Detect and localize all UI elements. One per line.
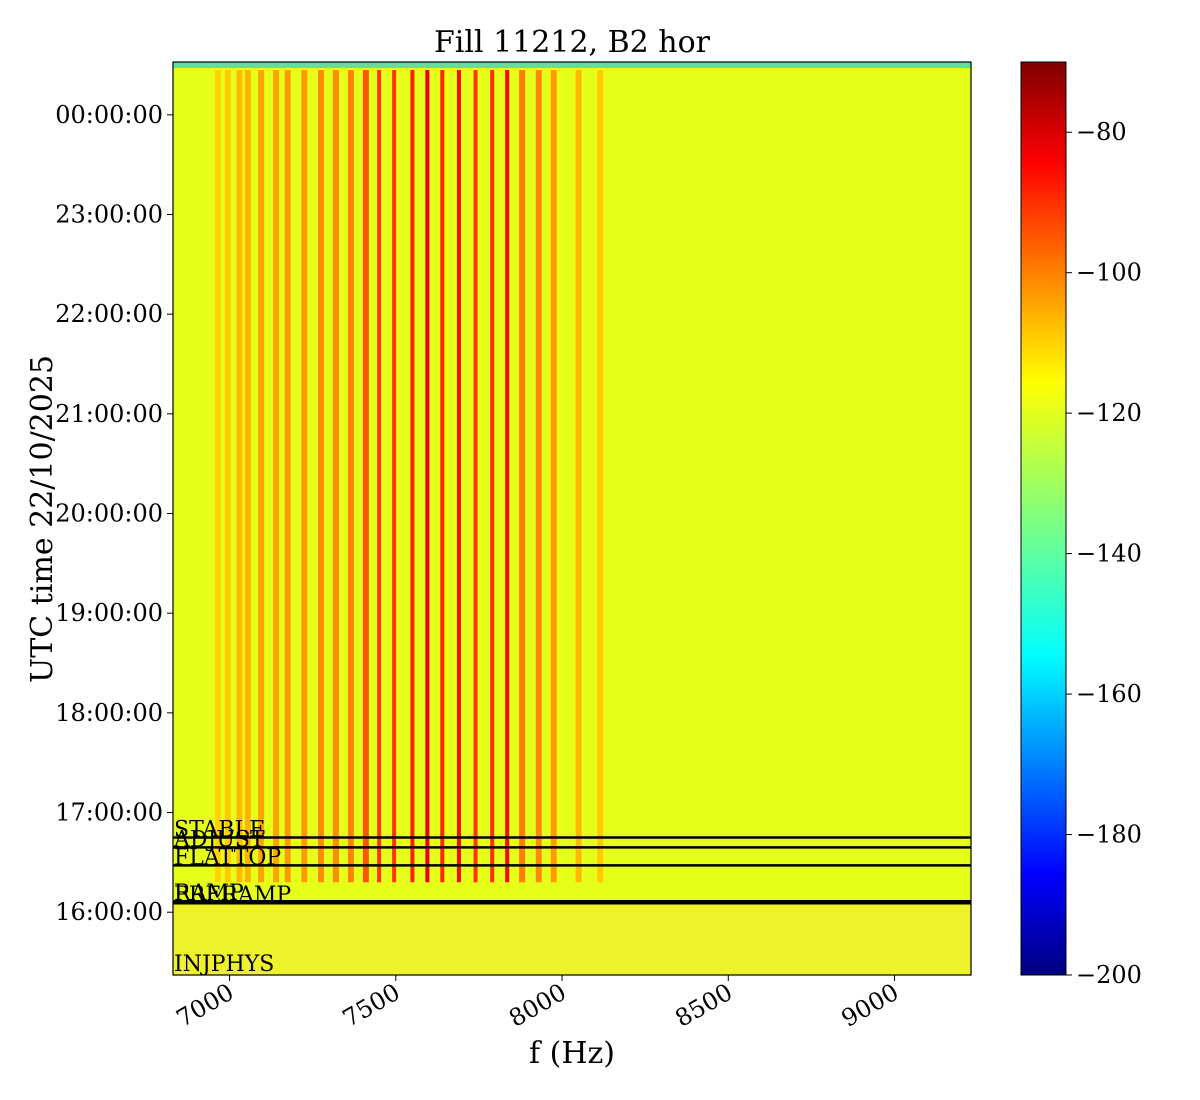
x-axis-label: f (Hz) <box>529 1036 615 1071</box>
spectral-line <box>273 69 280 883</box>
spectral-line <box>284 69 291 883</box>
y-tick-label: 19:00:00 <box>55 599 163 627</box>
mode-label-preramp: PRERAMP <box>174 883 291 908</box>
colorbar-tick-label: −180 <box>1076 821 1142 849</box>
low-time-noise-band <box>173 905 971 975</box>
chart-title: Fill 11212, B2 hor <box>434 25 711 60</box>
y-tick-label: 00:00:00 <box>55 101 163 129</box>
spectral-line <box>535 69 542 883</box>
spectral-line <box>392 69 397 883</box>
mode-label-flattop: FLATTOP <box>174 845 281 870</box>
spectral-line <box>519 69 526 883</box>
x-tick-label: 8500 <box>670 978 737 1033</box>
spectral-line <box>244 69 251 883</box>
mode-label-stable: STABLE <box>174 817 265 842</box>
colorbar-tick-label: −140 <box>1076 540 1142 568</box>
spectrogram-top-strip <box>173 62 971 68</box>
y-tick-label: 23:00:00 <box>55 200 163 228</box>
spectral-line <box>362 69 369 883</box>
spectral-lines <box>214 69 604 883</box>
spectral-line <box>473 69 478 883</box>
plot-frame <box>172 61 972 976</box>
x-tick-label: 9000 <box>837 978 904 1033</box>
spectral-line <box>214 69 221 883</box>
y-tick-label: 20:00:00 <box>55 500 163 528</box>
spectral-line <box>505 69 510 883</box>
colorbar-tick-label: −200 <box>1076 961 1142 989</box>
spectral-line <box>236 69 243 883</box>
colorbar-tick-label: −120 <box>1076 399 1142 427</box>
spectral-line <box>597 69 604 883</box>
spectral-line <box>490 69 495 883</box>
y-tick-label: 16:00:00 <box>55 898 163 926</box>
x-tick-label: 7500 <box>338 978 405 1033</box>
x-tick-label: 7000 <box>172 978 239 1033</box>
spectral-line <box>347 69 354 883</box>
spectral-line <box>258 69 265 883</box>
spectral-line <box>377 69 382 883</box>
y-tick-label: 18:00:00 <box>55 699 163 727</box>
colorbar-tick-label: −80 <box>1076 118 1127 146</box>
spectral-line <box>332 69 339 883</box>
colorbar <box>1020 61 1067 976</box>
spectral-line <box>301 69 308 883</box>
x-tick-label: 8000 <box>504 978 571 1033</box>
y-tick-label: 21:00:00 <box>55 400 163 428</box>
spectral-line <box>550 69 557 883</box>
colorbar-tick-label: −160 <box>1076 680 1142 708</box>
spectral-line <box>456 69 461 883</box>
x-axis: 7000 7500 8000 8500 9000 <box>172 975 904 1033</box>
y-axis-label: UTC time 22/10/2025 <box>25 355 60 683</box>
spectral-line <box>410 69 415 883</box>
colorbar-tick-label: −100 <box>1076 259 1142 287</box>
spectral-line <box>317 69 324 883</box>
y-tick-label: 22:00:00 <box>55 300 163 328</box>
spectral-line <box>224 69 231 883</box>
spectral-line <box>425 69 430 883</box>
y-tick-label: 17:00:00 <box>55 799 163 827</box>
mode-label-adjust: ADJUST <box>173 827 265 852</box>
colorbar-axis: −200 −180 −160 −140 −120 −100 −80 <box>1066 118 1142 989</box>
mode-label-injphys: INJPHYS <box>174 952 274 977</box>
spectral-line <box>575 69 582 883</box>
y-axis: 16:00:00 17:00:00 18:00:00 19:00:00 20:00:00… <box>55 101 173 926</box>
spectral-line <box>440 69 445 883</box>
